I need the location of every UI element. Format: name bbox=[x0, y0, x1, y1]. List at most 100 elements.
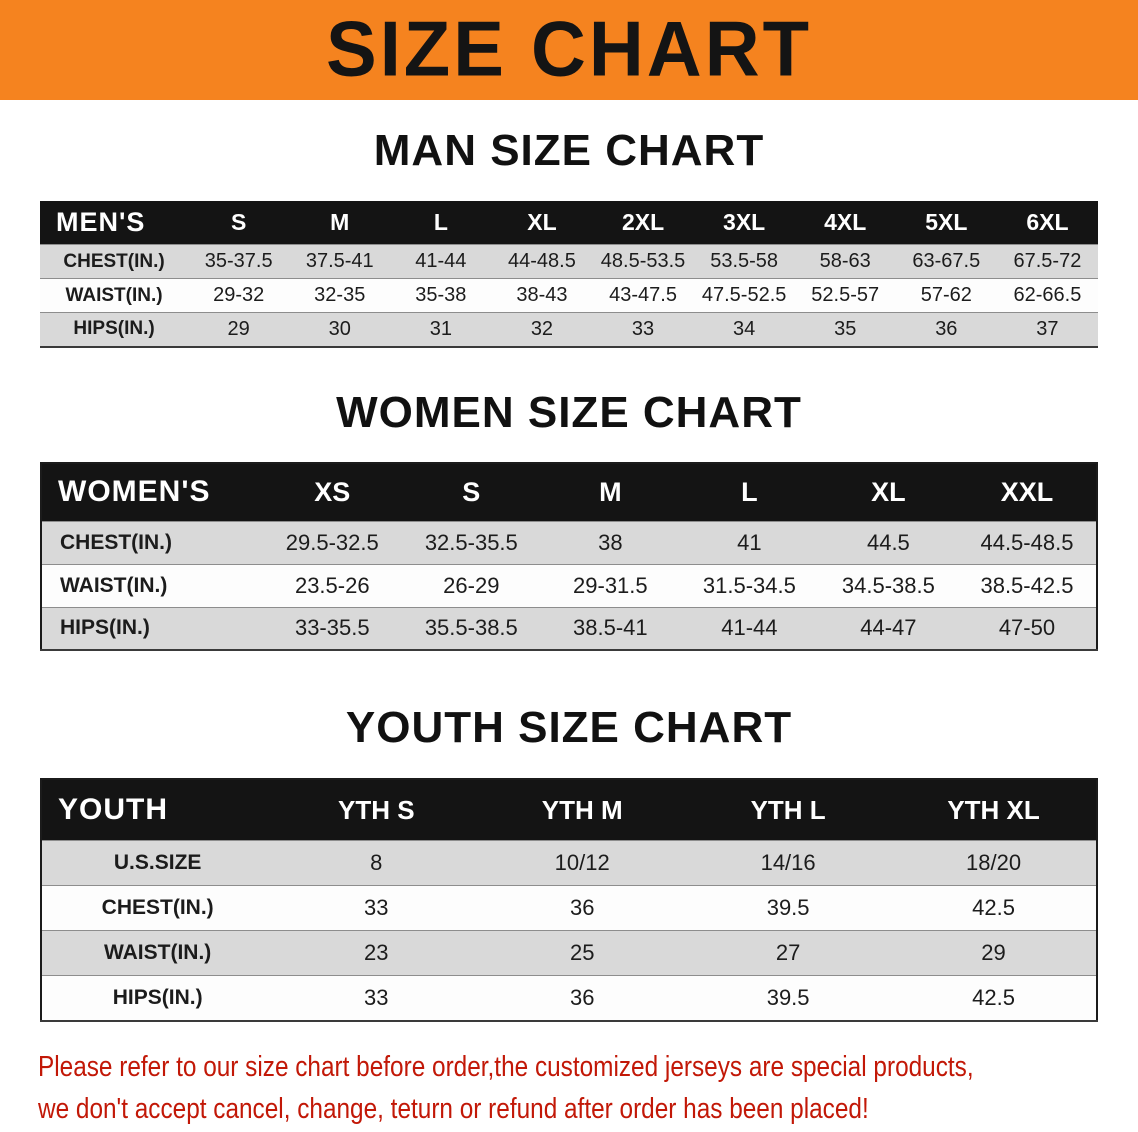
women-size-chart-section: WOMEN SIZE CHART WOMEN'S XS S M L XL XXL CHEST(I… bbox=[0, 388, 1138, 652]
size-header-cell: XL bbox=[871, 476, 906, 507]
value-cell: 44.5-48.5 bbox=[957, 520, 1097, 565]
table-row: HIPS(IN.) 33-35.5 35.5-38.5 38.5-41 41-44 44-… bbox=[41, 606, 1097, 652]
size-charts-container: MAN SIZE CHART MEN'S S M L XL 2XL 3XL 4XL 5XL 6XL C… bbox=[0, 126, 1138, 1022]
value-cell: 44.5 bbox=[818, 520, 958, 565]
value-cell: 23.5-26 bbox=[262, 563, 402, 608]
table-title-cell: MEN'S bbox=[56, 206, 146, 237]
value-cell: 10/12 bbox=[479, 840, 686, 886]
size-header-cell: M bbox=[599, 476, 622, 507]
size-header-cell: XXL bbox=[1000, 476, 1054, 507]
measure-label-cell: WAIST(IN.) bbox=[41, 930, 274, 976]
value-cell: 29.5-32.5 bbox=[262, 520, 402, 565]
value-cell: 31.5-34.5 bbox=[679, 563, 819, 608]
value-cell: 35-38 bbox=[390, 278, 492, 313]
value-cell: 30 bbox=[289, 312, 391, 348]
measure-label-cell: U.S.SIZE bbox=[41, 840, 274, 886]
value-cell: 29 bbox=[891, 930, 1097, 976]
value-cell: 8 bbox=[273, 840, 480, 886]
measure-label-cell: HIPS(IN.) bbox=[41, 975, 274, 1022]
value-cell: 36 bbox=[479, 975, 686, 1022]
value-cell: 33 bbox=[273, 975, 480, 1022]
value-cell: 38-43 bbox=[491, 278, 593, 313]
value-cell: 36 bbox=[479, 885, 686, 931]
size-header-cell: XS bbox=[314, 476, 351, 507]
table-row: U.S.SIZE 8 10/12 14/16 18/20 bbox=[41, 840, 1097, 886]
size-header-cell: S bbox=[462, 476, 481, 507]
value-cell: 26-29 bbox=[401, 563, 541, 608]
value-cell: 35.5-38.5 bbox=[401, 606, 541, 652]
value-cell: 32 bbox=[491, 312, 593, 348]
value-cell: 41-44 bbox=[390, 244, 492, 279]
size-header-cell: 6XL bbox=[1026, 208, 1069, 235]
disclaimer-notice: Please refer to our size chart before or… bbox=[0, 1022, 1138, 1130]
value-cell: 43-47.5 bbox=[592, 278, 694, 313]
men-size-table: MEN'S S M L XL 2XL 3XL 4XL 5XL 6XL CHEST(IN.) 35-37… bbox=[40, 200, 1098, 348]
women-section-heading: WOMEN SIZE CHART bbox=[336, 387, 802, 437]
measure-label-cell: WAIST(IN.) bbox=[40, 278, 189, 313]
youth-section-heading: YOUTH SIZE CHART bbox=[345, 703, 793, 753]
size-header-cell: XL bbox=[527, 208, 557, 235]
value-cell: 62-66.5 bbox=[996, 278, 1098, 313]
measure-label-cell: CHEST(IN.) bbox=[41, 520, 263, 565]
size-header-cell: YTH XL bbox=[947, 794, 1040, 825]
disclaimer-line-1: Please refer to our size chart before or… bbox=[38, 1050, 974, 1083]
banner: SIZE CHART bbox=[0, 0, 1138, 100]
size-header-cell: M bbox=[330, 208, 350, 235]
value-cell: 34.5-38.5 bbox=[818, 563, 958, 608]
value-cell: 29-32 bbox=[188, 278, 290, 313]
value-cell: 18/20 bbox=[891, 840, 1097, 886]
value-cell: 31 bbox=[390, 312, 492, 348]
table-row: HIPS(IN.) 29 30 31 32 33 34 35 36 37 bbox=[40, 312, 1098, 348]
table-row: CHEST(IN.) 33 36 39.5 42.5 bbox=[41, 885, 1097, 931]
value-cell: 44-48.5 bbox=[491, 244, 593, 279]
table-title-cell: YOUTH bbox=[58, 793, 168, 827]
value-cell: 23 bbox=[273, 930, 480, 976]
youth-size-chart-section: YOUTH SIZE CHART YOUTH YTH S YTH M YTH L YTH … bbox=[0, 703, 1138, 1022]
table-row: WAIST(IN.) 23.5-26 26-29 29-31.5 31.5-34.5 34… bbox=[41, 563, 1097, 608]
size-header-cell: YTH M bbox=[541, 794, 623, 825]
value-cell: 58-63 bbox=[794, 244, 896, 279]
value-cell: 14/16 bbox=[685, 840, 892, 886]
women-size-table: WOMEN'S XS S M L XL XXL CHEST(IN.) 29.5-32.5 32.5… bbox=[40, 462, 1098, 652]
value-cell: 33 bbox=[273, 885, 480, 931]
value-cell: 63-67.5 bbox=[895, 244, 997, 279]
men-section-heading: MAN SIZE CHART bbox=[373, 126, 765, 175]
size-header-cell: YTH S bbox=[337, 794, 415, 825]
measure-label-cell: CHEST(IN.) bbox=[41, 885, 274, 931]
table-row: WAIST(IN.) 23 25 27 29 bbox=[41, 930, 1097, 976]
value-cell: 47-50 bbox=[957, 606, 1097, 652]
size-header-cell: 5XL bbox=[925, 208, 968, 235]
value-cell: 52.5-57 bbox=[794, 278, 896, 313]
size-header-cell: YTH L bbox=[750, 794, 826, 825]
measure-label-cell: HIPS(IN.) bbox=[40, 312, 189, 348]
value-cell: 38.5-42.5 bbox=[957, 563, 1097, 608]
value-cell: 39.5 bbox=[685, 975, 892, 1022]
size-header-cell: S bbox=[230, 208, 247, 235]
men-table-header-row: MEN'S S M L XL 2XL 3XL 4XL 5XL 6XL bbox=[40, 200, 1098, 245]
measure-label-cell: HIPS(IN.) bbox=[41, 606, 263, 652]
value-cell: 38.5-41 bbox=[540, 606, 680, 652]
value-cell: 42.5 bbox=[891, 885, 1097, 931]
page-title: SIZE CHART bbox=[326, 6, 812, 93]
value-cell: 42.5 bbox=[891, 975, 1097, 1022]
value-cell: 32.5-35.5 bbox=[401, 520, 541, 565]
measure-label-cell: CHEST(IN.) bbox=[40, 244, 189, 279]
value-cell: 67.5-72 bbox=[996, 244, 1098, 279]
value-cell: 37.5-41 bbox=[289, 244, 391, 279]
value-cell: 37 bbox=[996, 312, 1098, 348]
value-cell: 57-62 bbox=[895, 278, 997, 313]
value-cell: 36 bbox=[895, 312, 997, 348]
youth-size-table: YOUTH YTH S YTH M YTH L YTH XL U.S.SIZE 8 10/12… bbox=[40, 777, 1098, 1022]
value-cell: 33-35.5 bbox=[262, 606, 402, 652]
value-cell: 34 bbox=[693, 312, 795, 348]
disclaimer-line-2: we don't accept cancel, change, teturn o… bbox=[38, 1092, 869, 1125]
value-cell: 29-31.5 bbox=[540, 563, 680, 608]
table-title-cell: WOMEN'S bbox=[58, 475, 211, 509]
measure-label-cell: WAIST(IN.) bbox=[41, 563, 263, 608]
youth-table-header-row: YOUTH YTH S YTH M YTH L YTH XL bbox=[41, 778, 1097, 841]
value-cell: 39.5 bbox=[685, 885, 892, 931]
size-header-cell: L bbox=[741, 476, 758, 507]
value-cell: 48.5-53.5 bbox=[592, 244, 694, 279]
size-header-cell: 4XL bbox=[824, 208, 867, 235]
